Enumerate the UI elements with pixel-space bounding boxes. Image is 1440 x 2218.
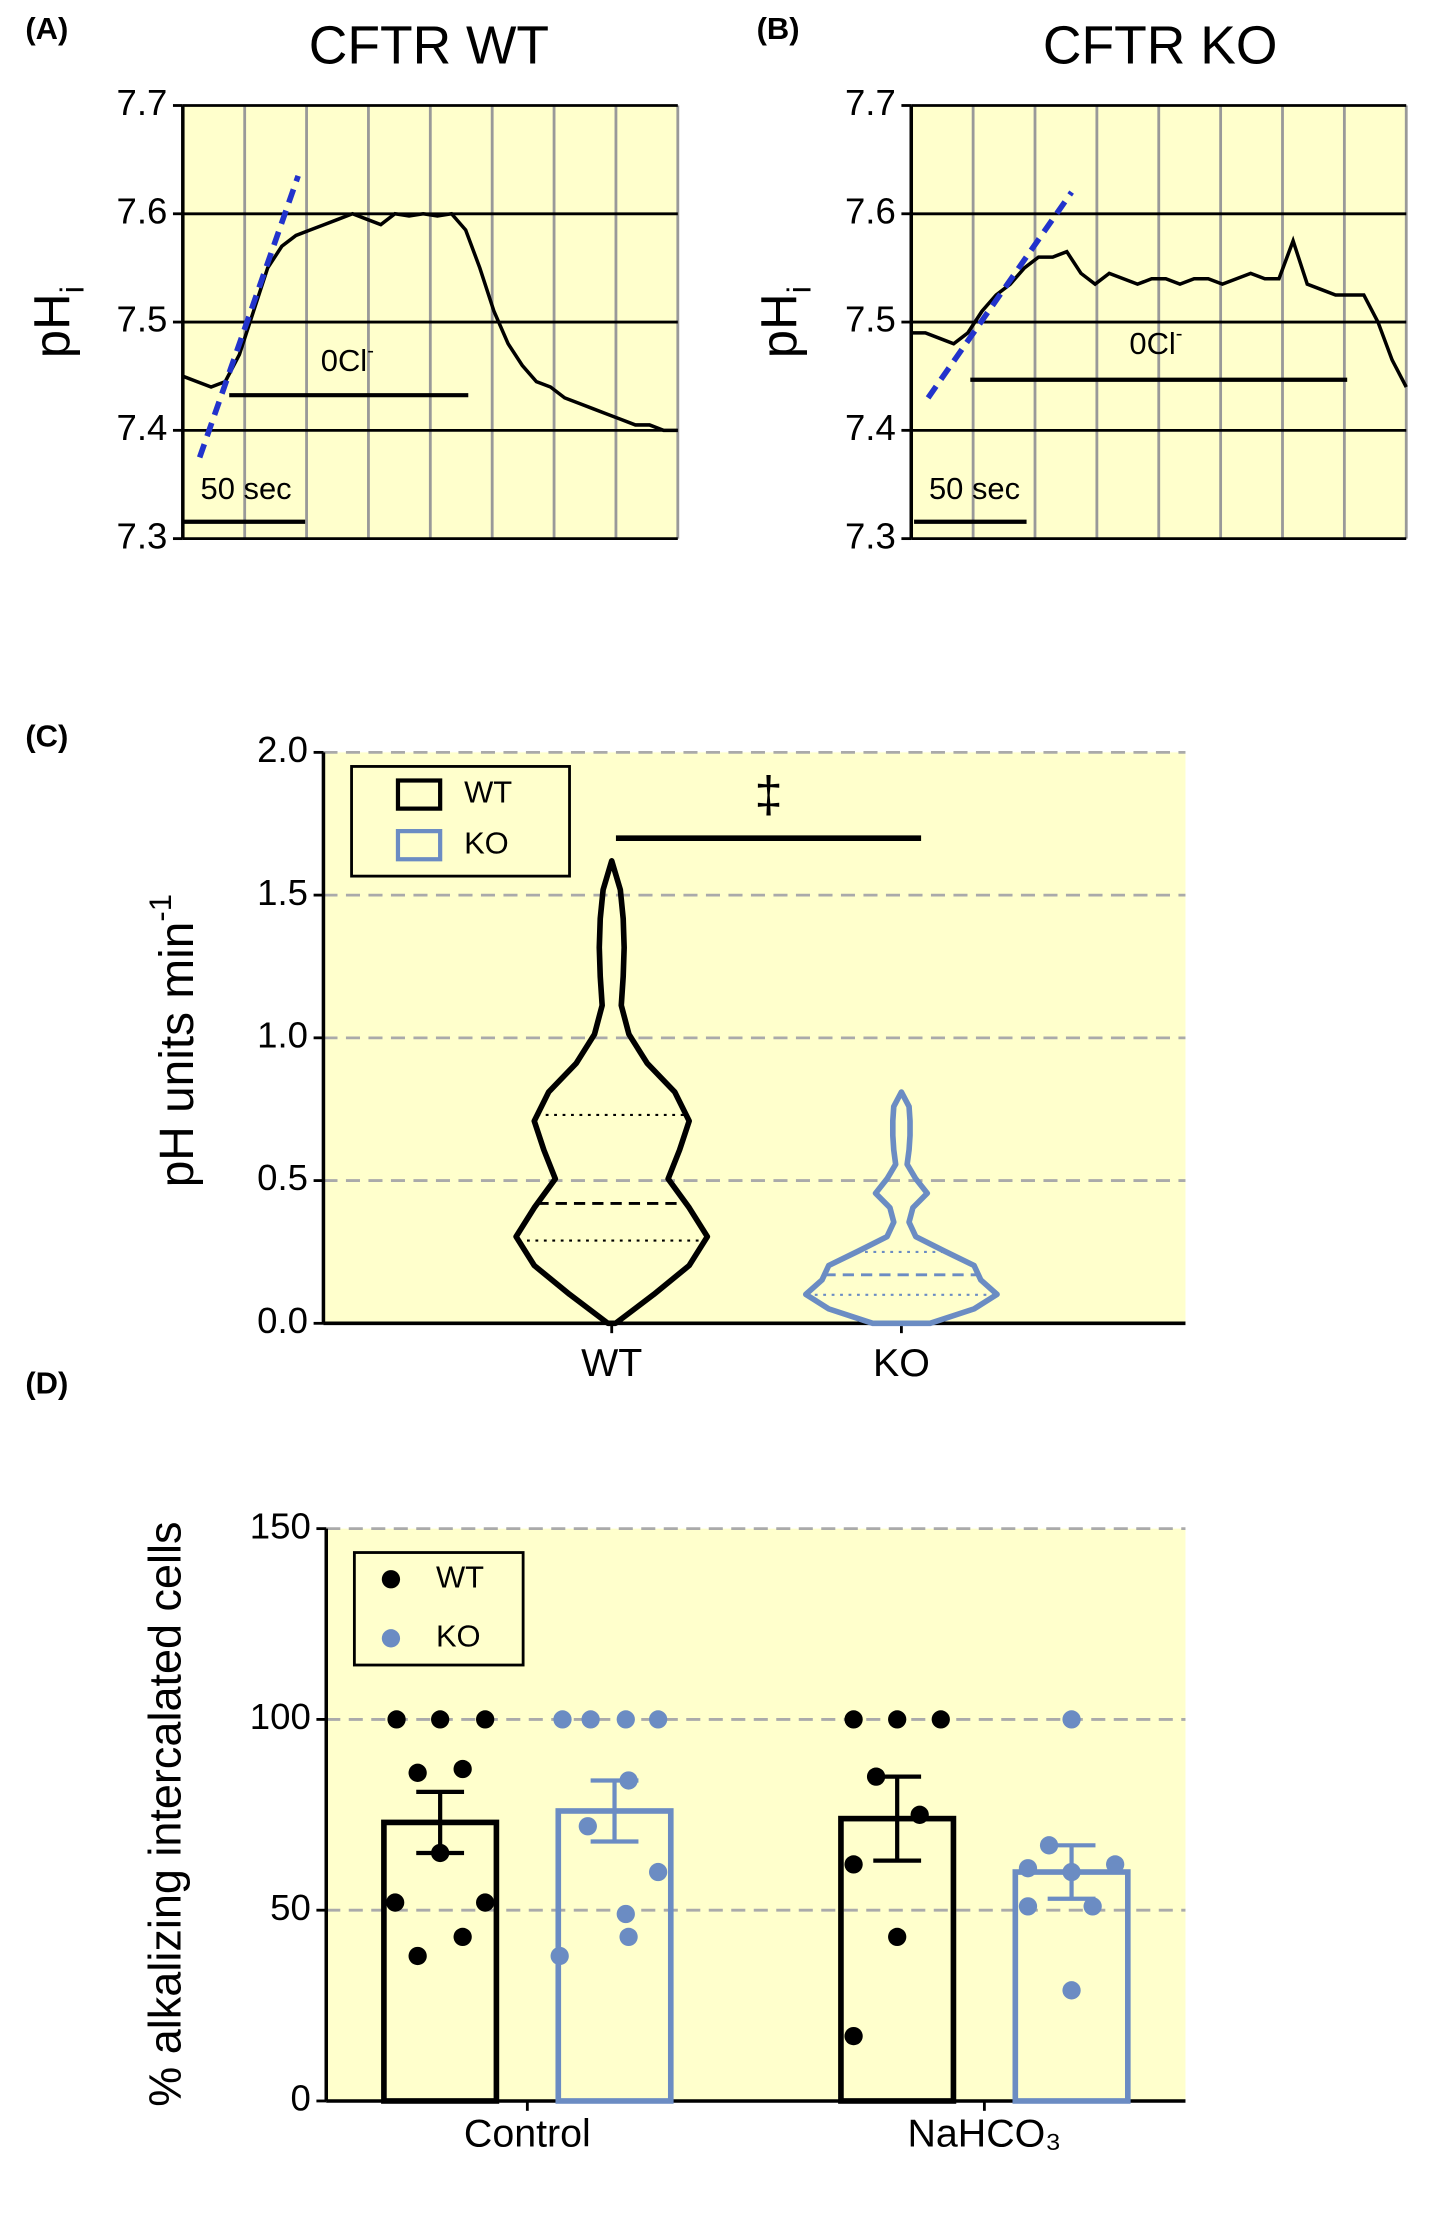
- y-axis-label: pH units min-1: [143, 894, 204, 1187]
- violin: [802, 1089, 1000, 1327]
- y-tick-label: 7.5: [845, 299, 896, 340]
- y-tick-label: 100: [250, 1696, 311, 1737]
- fit-line: [925, 190, 1074, 400]
- y-tick-label: 7.5: [117, 299, 168, 340]
- data-point: [910, 1805, 929, 1824]
- data-point: [553, 1710, 572, 1729]
- legend-marker: [381, 1570, 401, 1589]
- label-part: i: [780, 286, 817, 293]
- data-point: [931, 1710, 950, 1729]
- panel-label: (A): [25, 11, 68, 46]
- data-point: [453, 1927, 472, 1947]
- data-point: [619, 1927, 638, 1947]
- y-tick-label: 7.3: [117, 515, 168, 556]
- label-part: -: [367, 340, 374, 362]
- scale-label: 50 sec: [201, 471, 292, 506]
- label-part: -1: [143, 894, 178, 922]
- data-point: [616, 1710, 635, 1729]
- data-point: [844, 1855, 863, 1874]
- label-part: i: [53, 286, 90, 293]
- legend-label: WT: [436, 1559, 484, 1594]
- y-tick-label: 7.4: [117, 407, 168, 448]
- x-tick-label: KO: [873, 1341, 930, 1385]
- annotation: 0Cl-: [321, 340, 374, 378]
- data-point: [844, 2026, 863, 2046]
- y-tick-label: 2.0: [257, 729, 308, 770]
- data-point: [888, 1710, 907, 1729]
- panel-label: (D): [25, 1365, 68, 1400]
- data-point: [648, 1862, 668, 1882]
- data-point: [408, 1763, 427, 1782]
- y-tick-label: 0.0: [257, 1300, 308, 1341]
- data-point: [476, 1710, 495, 1729]
- x-tick-label: NaHCO₃: [907, 2112, 1061, 2156]
- y-tick-label: 7.7: [117, 82, 168, 123]
- label-part: 0Cl: [321, 343, 367, 378]
- y-tick-label: 150: [250, 1505, 311, 1546]
- y-tick-label: 7.6: [117, 190, 168, 231]
- data-point: [1083, 1897, 1102, 1916]
- data-point: [550, 1946, 569, 1966]
- data-point: [386, 1893, 405, 1912]
- x-tick-label: Control: [464, 2112, 591, 2156]
- legend-box: [352, 1551, 525, 1667]
- data-point: [581, 1710, 600, 1729]
- panel-label: (C): [25, 718, 68, 753]
- y-tick-label: 50: [270, 1887, 311, 1928]
- data-point: [1062, 1981, 1081, 2000]
- chart-title: CFTR WT: [309, 16, 549, 75]
- y-tick-label: 1.5: [257, 872, 308, 913]
- data-point: [1018, 1859, 1038, 1878]
- label-part: pH: [24, 293, 81, 358]
- panel-label: (B): [757, 11, 800, 46]
- y-tick-label: 0.5: [257, 1157, 308, 1198]
- annotation: 0Cl-: [1129, 323, 1182, 361]
- data-point: [616, 1904, 635, 1924]
- y-tick-label: 7.3: [845, 515, 896, 556]
- data-point: [1106, 1855, 1125, 1874]
- legend-label: KO: [464, 825, 509, 860]
- label-part: 0Cl: [1129, 326, 1175, 361]
- y-axis-label: pHi: [24, 286, 91, 358]
- legend-label: WT: [464, 775, 512, 810]
- y-tick-label: 0: [290, 2078, 310, 2119]
- y-axis-label: pHi: [751, 286, 818, 358]
- y-tick-label: 1.0: [257, 1015, 308, 1056]
- scale-label: 50 sec: [929, 471, 1020, 506]
- label-part: pH units min: [151, 922, 204, 1188]
- legend-label: KO: [436, 1618, 481, 1653]
- data-point: [578, 1817, 597, 1836]
- label-part: pH: [751, 293, 808, 358]
- x-tick-label: WT: [581, 1341, 642, 1385]
- y-axis-label: % alkalizing intercalated cells: [140, 1521, 191, 2106]
- data-point: [1018, 1897, 1038, 1916]
- legend-marker: [381, 1629, 401, 1648]
- data-point: [1062, 1710, 1081, 1729]
- ph-trace: [911, 235, 1408, 388]
- significance-mark: ‡: [754, 766, 782, 823]
- y-tick-label: 7.6: [845, 190, 896, 231]
- legend-swatch: [395, 829, 443, 862]
- fit-line: [196, 174, 301, 459]
- data-point: [408, 1946, 427, 1966]
- y-tick-label: 7.7: [845, 82, 896, 123]
- plot-background: [326, 1528, 1186, 2101]
- legend-swatch: [395, 778, 443, 811]
- data-point: [453, 1759, 472, 1779]
- chart-title: CFTR KO: [1043, 16, 1277, 75]
- data-point: [431, 1710, 450, 1729]
- label-part: -: [1176, 323, 1183, 345]
- data-point: [648, 1710, 668, 1729]
- legend-box: [350, 765, 571, 878]
- data-point: [476, 1893, 495, 1912]
- violin: [513, 858, 711, 1327]
- data-point: [844, 1710, 863, 1729]
- data-point: [888, 1927, 907, 1947]
- y-tick-label: 7.4: [845, 407, 896, 448]
- data-point: [387, 1710, 406, 1729]
